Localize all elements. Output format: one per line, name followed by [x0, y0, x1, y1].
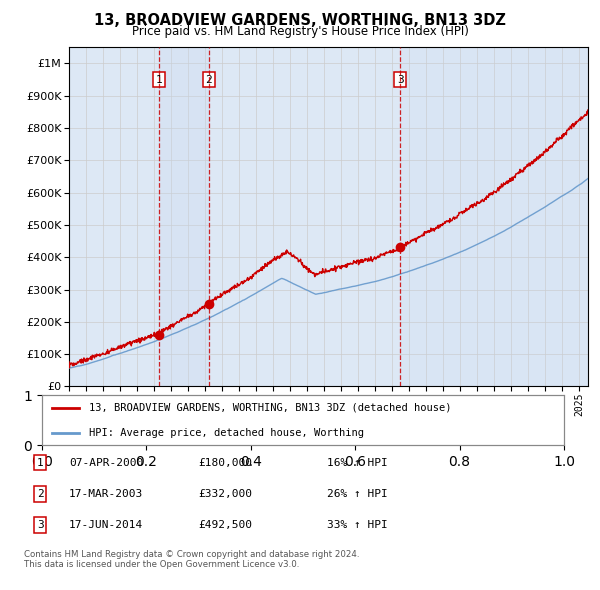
Text: 16% ↑ HPI: 16% ↑ HPI [327, 458, 388, 467]
Text: 1: 1 [37, 458, 44, 467]
Text: 17-JUN-2014: 17-JUN-2014 [69, 520, 143, 530]
Text: 13, BROADVIEW GARDENS, WORTHING, BN13 3DZ: 13, BROADVIEW GARDENS, WORTHING, BN13 3D… [94, 13, 506, 28]
Text: £332,000: £332,000 [198, 489, 252, 499]
Text: 1: 1 [155, 74, 162, 84]
Text: 3: 3 [397, 74, 404, 84]
Text: £492,500: £492,500 [198, 520, 252, 530]
Text: £180,000: £180,000 [198, 458, 252, 467]
Text: 33% ↑ HPI: 33% ↑ HPI [327, 520, 388, 530]
Bar [400, 47, 588, 386]
Text: 13, BROADVIEW GARDENS, WORTHING, BN13 3DZ (detached house): 13, BROADVIEW GARDENS, WORTHING, BN13 3D… [89, 403, 451, 413]
Text: Contains HM Land Registry data © Crown copyright and database right 2024.
This d: Contains HM Land Registry data © Crown c… [24, 550, 359, 569]
Text: HPI: Average price, detached house, Worthing: HPI: Average price, detached house, Wort… [89, 428, 364, 438]
Text: 26% ↑ HPI: 26% ↑ HPI [327, 489, 388, 499]
Text: 3: 3 [37, 520, 44, 530]
Bar [158, 47, 209, 386]
Text: 2: 2 [37, 489, 44, 499]
Text: 07-APR-2000: 07-APR-2000 [69, 458, 143, 467]
Text: Price paid vs. HM Land Registry's House Price Index (HPI): Price paid vs. HM Land Registry's House … [131, 25, 469, 38]
Text: 17-MAR-2003: 17-MAR-2003 [69, 489, 143, 499]
Text: 2: 2 [205, 74, 212, 84]
